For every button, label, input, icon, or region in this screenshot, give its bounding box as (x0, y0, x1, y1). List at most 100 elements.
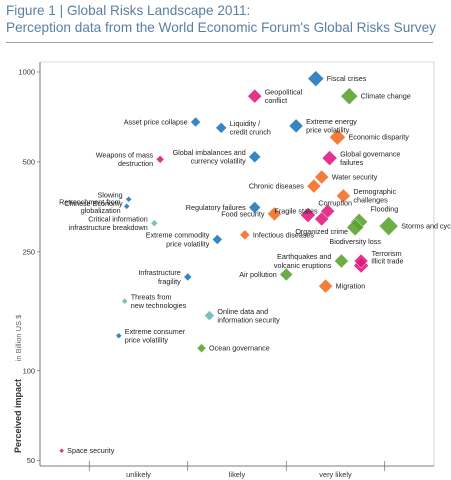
point-label: Climate change (361, 92, 411, 101)
point-label-line: Critical information (88, 214, 148, 223)
point-label-line: Fragile states (274, 207, 318, 216)
risk-point (190, 116, 201, 128)
risk-point (334, 253, 349, 269)
point-label-line: Extreme consumer (125, 327, 186, 336)
point-label-line: Retrenchment from (59, 198, 121, 207)
point-label-line: volcanic eruptions (274, 261, 332, 270)
risk-point (123, 203, 131, 210)
point-label-line: Water security (332, 173, 378, 182)
point-label: Food security (221, 209, 265, 218)
point-label-line: currency volatility (191, 157, 247, 166)
point-label: Global imbalances and currency volatility (173, 148, 247, 166)
header-divider (6, 42, 433, 43)
point-label-line: infrastructure breakdown (69, 223, 148, 232)
risk-point (125, 195, 133, 203)
chart-title: Figure 1 | Global Risks Landscape 2011: (6, 3, 251, 18)
point-label: Chronic diseases (249, 182, 305, 191)
risk-point (248, 150, 262, 164)
point-label: Organized crime (295, 227, 348, 236)
point-label-line: Economic disparity (348, 133, 409, 142)
point-label-line: Extreme commodity (146, 231, 210, 240)
y-tick-label: 100 (23, 366, 35, 375)
point-label-line: Earthquakes and (277, 252, 331, 261)
point-label-line: Corruption (318, 199, 352, 208)
point-label: Air pollution (239, 270, 277, 279)
risk-point (58, 447, 65, 454)
point-label: Extreme commodity price volatility (146, 231, 210, 249)
point-label-line: Regulatory failures (186, 203, 246, 212)
point-label-line: Infectious diseases (253, 230, 315, 239)
point-label-line: destruction (118, 159, 153, 168)
point-label-line: Infrastructure (138, 268, 180, 277)
risk-point (346, 218, 365, 237)
y-axis-label: Perceived impact (13, 379, 23, 453)
point-label-line: information security (217, 315, 280, 324)
risk-point (155, 155, 165, 164)
y-tick-label: 1000 (19, 67, 35, 76)
risk-point (248, 201, 262, 214)
point-label: Extreme consumer price volatility (125, 327, 186, 345)
point-label-line: Online data and (217, 307, 268, 316)
point-label-line: Geopolitical (265, 87, 303, 96)
point-label-line: Chronic diseases (249, 182, 305, 191)
point-label: Retrenchment from globalization (59, 198, 121, 216)
point-label: Illicit trade (371, 257, 403, 266)
point-label-line: Ocean governance (209, 344, 270, 353)
risk-point (211, 234, 223, 245)
x-tick-label: likely (229, 470, 246, 479)
point-label-line: Fiscal crises (327, 74, 367, 83)
risk-point (336, 188, 351, 204)
point-label-line: conflict (265, 96, 287, 105)
risk-point (247, 88, 263, 104)
point-label-line: new technologies (131, 301, 187, 310)
point-label: Infrastructure fragility (138, 268, 181, 286)
point-label-line: globalization (81, 206, 121, 215)
point-label: Threats from new technologies (131, 292, 187, 310)
point-label: Regulatory failures (186, 203, 246, 212)
risk-point (215, 122, 228, 134)
point-label: Global governance failures (340, 149, 400, 167)
point-label-line: Global governance (340, 149, 400, 158)
risk-point (353, 253, 369, 269)
point-label-line: Air pollution (239, 270, 277, 279)
y-axis-units: in Billion US $ (14, 314, 23, 362)
x-tick-label: very likely (319, 470, 352, 479)
risk-point (314, 211, 330, 227)
point-label: Flooding (371, 204, 399, 213)
point-label-line: Food security (221, 209, 265, 218)
point-label-line: Flooding (371, 204, 399, 213)
point-label-line: Liquidity / (230, 119, 260, 128)
risk-point (306, 178, 322, 194)
risk-point (267, 206, 282, 222)
point-label: Liquidity / credit crunch (230, 119, 271, 137)
point-label: Corruption (318, 199, 352, 208)
figure-header: Figure 1 | Global Risks Landscape 2011: … (6, 2, 446, 36)
axes: 1000 500 250 100 50 unlikely likely very likely (19, 62, 434, 479)
risk-point (378, 216, 399, 236)
point-label-line: Terrorism (372, 249, 402, 258)
point-label-line: Extreme energy (306, 117, 357, 126)
point-label-line: Storms and cyclones (401, 222, 451, 231)
point-label: Biodiversity loss (329, 237, 381, 246)
risk-point (340, 87, 359, 106)
point-label: Critical information infrastructure break… (69, 214, 148, 232)
risk-point (318, 278, 334, 294)
point-label: Ocean governance (209, 344, 270, 353)
point-label-line: Chinese Economy (64, 199, 123, 208)
point-label: Slowing Chinese Economy (64, 190, 123, 208)
y-tick-label: 50 (27, 456, 35, 465)
point-label: Geopolitical conflict (265, 87, 303, 105)
point-label-line: Organized crime (295, 227, 348, 236)
risk-point (115, 332, 123, 340)
point-label: Fragile states (274, 207, 318, 216)
risk-point (307, 70, 325, 87)
risk-point (279, 267, 294, 282)
point-label-line: price volatility (125, 336, 169, 345)
point-label: Water security (332, 173, 378, 182)
point-label-line: failures (340, 158, 364, 167)
point-label-line: credit crunch (230, 128, 271, 137)
chart-subtitle: Perception data from the World Economic … (6, 20, 436, 35)
x-tick-label: unlikely (126, 470, 151, 479)
point-label: Earthquakes and volcanic eruptions (274, 252, 332, 270)
